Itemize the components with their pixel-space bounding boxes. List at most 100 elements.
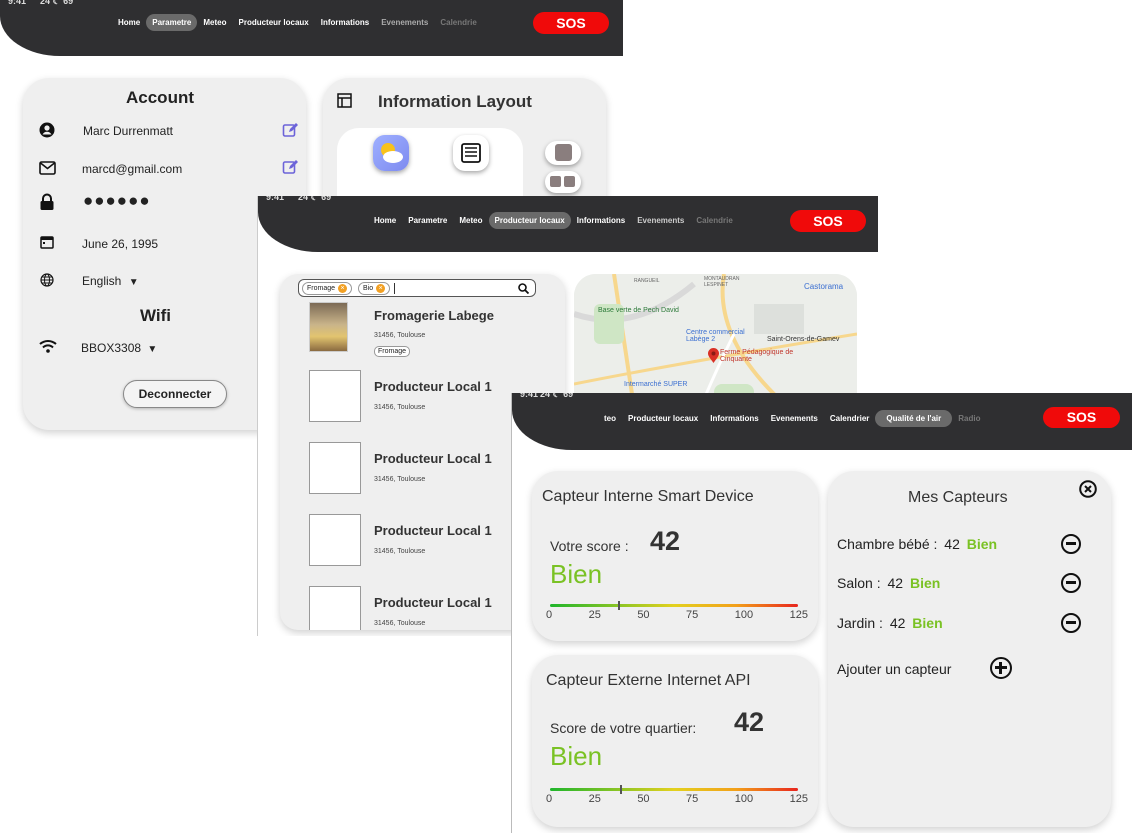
map-label-montaudran: MONTAUDRAN LESPINET [704,276,740,288]
nav-parametre[interactable]: Parametre [408,216,448,225]
status-info: 24 ☾ 69 [298,196,332,202]
producer-thumbnail[interactable] [309,302,348,352]
filter-chip-bio[interactable]: Bio × [358,282,391,295]
search-caret [394,283,395,294]
nav-parametre[interactable]: Parametre [146,14,198,31]
nav-qualite-air[interactable]: Qualité de l'air [875,410,953,427]
weather-tile[interactable] [373,135,409,171]
account-title: Account [126,88,194,107]
nav-calendrier[interactable]: Calendrie [440,18,477,27]
external-score-value: 42 [734,707,765,737]
internal-gauge-marker [618,601,620,610]
map-pin-icon[interactable] [707,347,719,363]
sensor-label: Chambre bébé : [837,536,938,552]
nav-home[interactable]: Home [374,216,397,225]
internal-score-value: 42 [650,526,681,556]
gauge-tick: 0 [546,793,553,805]
nav-informations[interactable]: Informations [320,18,370,27]
widget-tile-double[interactable] [545,171,581,193]
producer-thumbnail[interactable] [309,586,361,630]
map-label-ferme: Ferme Pédagogique de Cinquante [720,349,794,363]
sos-button[interactable]: SOS [533,12,609,34]
add-sensor-label[interactable]: Ajouter un capteur [837,661,952,677]
nav-calendrier[interactable]: Calendrier [829,414,870,423]
gauge-tick: 100 [734,609,754,621]
nav-radio[interactable]: Radio [958,414,981,423]
producer-name[interactable]: Producteur Local 1 [374,379,492,394]
remove-sensor-icon[interactable] [1061,613,1081,633]
producer-name[interactable]: Producteur Local 1 [374,523,492,538]
remove-chip-icon[interactable]: × [376,284,386,293]
sensor-score: 42 [889,615,906,631]
external-rating: Bien [550,741,603,771]
chevron-down-icon: ▼ [147,344,158,355]
nav-evenements[interactable]: Evenements [381,18,429,27]
add-sensor-icon[interactable] [990,657,1012,679]
nav-home[interactable]: Home [118,18,141,27]
close-icon[interactable] [1078,479,1098,499]
globe-icon [38,271,56,289]
internal-gauge-ticks: 0 25 50 75 100 125 [546,609,808,621]
nav-evenements[interactable]: Evenements [770,414,818,423]
edit-name-icon[interactable] [281,121,299,139]
newspaper-icon [461,143,481,163]
remove-sensor-icon[interactable] [1061,573,1081,593]
sos-button[interactable]: SOS [790,210,866,232]
nav-informations[interactable]: Informations [576,216,626,225]
producer-name[interactable]: Fromagerie Labege [374,308,494,323]
gauge-tick: 50 [637,609,650,621]
sensor-rating: Bien [912,615,943,631]
sos-button[interactable]: SOS [1043,407,1120,428]
internal-sensor-card: Capteur Interne Smart Device Votre score… [532,471,818,641]
nav-producteurs[interactable]: Producteur locaux [238,18,309,27]
map-label-centre: Centre commercial Labège 2 [686,329,745,343]
news-tile[interactable] [453,135,489,171]
external-gauge-marker [620,785,622,794]
account-name: Marc Durrenmatt [83,124,174,138]
gauge-tick: 0 [546,609,553,621]
nav-meteo[interactable]: Meteo [203,18,227,27]
producer-name[interactable]: Producteur Local 1 [374,595,492,610]
chip-label: Bio [363,285,374,292]
nav-informations[interactable]: Informations [710,414,759,423]
wifi-select[interactable]: BBOX3308 ▼ [81,341,157,355]
remove-sensor-icon[interactable] [1061,534,1081,554]
producer-thumbnail[interactable] [309,514,361,566]
language-select[interactable]: English ▼ [82,274,139,288]
status-time: 9:41 [520,393,539,399]
top-bar: 9:41 24 ☾ 69 teo Producteur locaux Infor… [512,393,1132,450]
filter-chip-fromage[interactable]: Fromage × [302,282,353,295]
nav-evenements[interactable]: Evenements [637,216,685,225]
account-birthdate: June 26, 1995 [82,237,159,251]
gauge-tick: 25 [588,793,601,805]
gauge-tick: 75 [686,793,699,805]
status-time: 9:41 [8,0,27,6]
producer-thumbnail[interactable] [309,370,361,422]
producer-name[interactable]: Producteur Local 1 [374,451,492,466]
nav-calendrier[interactable]: Calendrie [696,216,733,225]
sensor-rating: Bien [966,536,998,552]
producer-thumbnail[interactable] [309,442,361,494]
search-icon[interactable] [516,281,530,295]
edit-email-icon[interactable] [281,158,299,176]
nav-producteurs[interactable]: Producteur locaux [488,212,571,229]
widget-tile-large[interactable] [545,141,581,165]
remove-chip-icon[interactable]: × [338,284,348,293]
sensor-score: 42 [944,536,960,552]
internal-sensor-title: Capteur Interne Smart Device [542,488,754,505]
external-gauge-ticks: 0 25 50 75 100 125 [546,793,808,805]
chip-label: Fromage [307,285,336,292]
layout-icon [335,91,353,109]
producer-address: 31456, Toulouse [374,620,426,627]
nav-meteo[interactable]: Meteo [459,216,483,225]
disconnect-button[interactable]: Deconnecter [123,380,227,408]
wifi-icon [38,337,58,355]
language-value: English [82,274,122,288]
internal-gauge-bar [550,604,798,607]
gauge-tick: 100 [734,793,754,805]
nav-producteurs[interactable]: Producteur locaux [628,414,699,423]
search-bar[interactable] [298,279,536,297]
account-password: ●●●●●● [83,191,151,210]
external-gauge-bar [550,788,798,791]
nav-meteo[interactable]: teo [604,414,616,423]
